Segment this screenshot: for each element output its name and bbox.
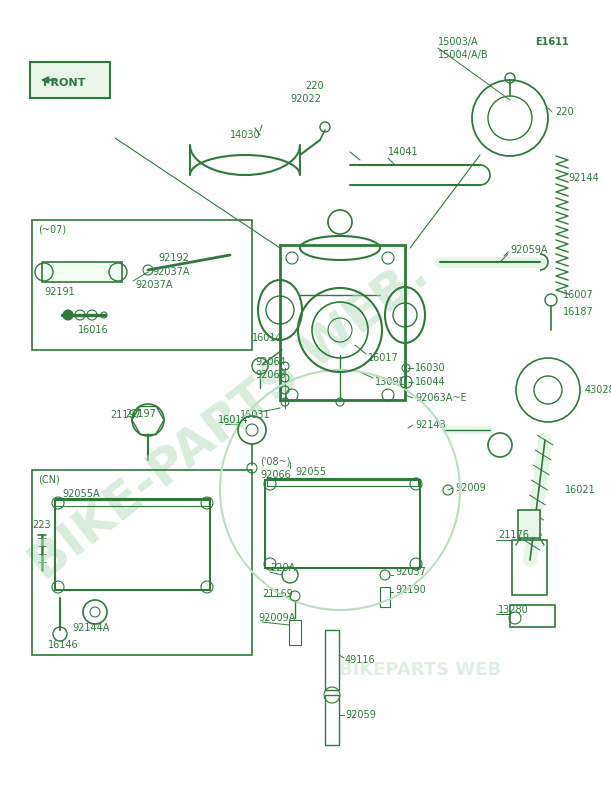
Bar [55,500,210,590]
Text: 43028: 43028 [585,385,611,395]
Text: 92055A: 92055A [62,489,100,499]
Text: 92064: 92064 [255,357,286,367]
Text: BIKE-PARTS WEB.: BIKE-PARTS WEB. [21,250,438,590]
Text: 92022: 92022 [290,94,321,104]
Text: BIKEPARTS WEB: BIKEPARTS WEB [339,661,501,679]
Bar [267,478,418,486]
Bar [325,630,339,690]
Bar [32,470,252,655]
Text: 220: 220 [555,107,574,117]
Text: 92059: 92059 [345,710,376,720]
Text: 49116: 49116 [345,655,376,665]
Text: 16021: 16021 [565,485,596,495]
Text: 15004/A/B: 15004/A/B [438,50,489,60]
Text: 21197: 21197 [110,410,141,420]
Bar [510,605,555,627]
Text: 15003/A: 15003/A [438,37,478,47]
Text: 16014: 16014 [218,415,249,425]
Text: 92037A: 92037A [152,267,189,277]
Bar [30,62,110,98]
Text: FRONT: FRONT [43,78,86,88]
Text: 92191: 92191 [44,287,75,297]
Bar [512,540,547,595]
Text: 16016: 16016 [78,325,109,335]
Text: 92190: 92190 [395,585,426,595]
Circle shape [488,433,512,457]
Bar [325,695,339,745]
Text: ('08~): ('08~) [260,457,290,467]
Bar [55,498,210,506]
Bar [380,587,390,607]
Bar [289,620,301,645]
Circle shape [63,310,73,320]
Text: 92066: 92066 [260,470,291,480]
Text: 16044: 16044 [415,377,445,387]
Text: 92055: 92055 [295,467,326,477]
Text: 92144A: 92144A [72,623,109,633]
Text: 16030: 16030 [415,363,445,373]
Text: 14030: 14030 [230,130,261,140]
Text: 220A: 220A [270,563,295,573]
Text: 92009: 92009 [455,483,486,493]
Text: 92144: 92144 [568,173,599,183]
Text: 16017: 16017 [368,353,399,363]
Text: 21197: 21197 [125,409,156,419]
Circle shape [328,210,352,234]
Text: 16031: 16031 [240,410,271,420]
Text: 92192: 92192 [158,253,189,263]
Text: 13091: 13091 [375,377,406,387]
Bar [42,262,122,282]
Text: 16014: 16014 [252,333,283,343]
Text: 92063: 92063 [255,370,286,380]
Text: 16187: 16187 [563,307,594,317]
Bar [32,220,252,350]
Text: 92009A: 92009A [258,613,295,623]
Text: 92037A: 92037A [135,280,172,290]
Text: (~07): (~07) [38,225,66,235]
Text: 92063A~E: 92063A~E [415,393,467,403]
Text: 13280: 13280 [498,605,529,615]
Text: 92059A: 92059A [510,245,547,255]
Text: 220: 220 [305,81,324,91]
Text: A: A [496,440,503,450]
Bar [265,480,420,568]
Text: 223: 223 [32,520,51,530]
Bar [280,245,405,400]
Text: 92037: 92037 [395,567,426,577]
Text: A: A [336,217,344,227]
Bar [518,510,540,538]
Text: 14041: 14041 [388,147,419,157]
Text: 16146: 16146 [48,640,79,650]
Text: E1611: E1611 [535,37,569,47]
Text: 21169: 21169 [262,589,293,599]
Text: 16007: 16007 [563,290,594,300]
Text: (CN): (CN) [38,475,60,485]
Text: 21176: 21176 [498,530,529,540]
Text: 92143: 92143 [415,420,446,430]
